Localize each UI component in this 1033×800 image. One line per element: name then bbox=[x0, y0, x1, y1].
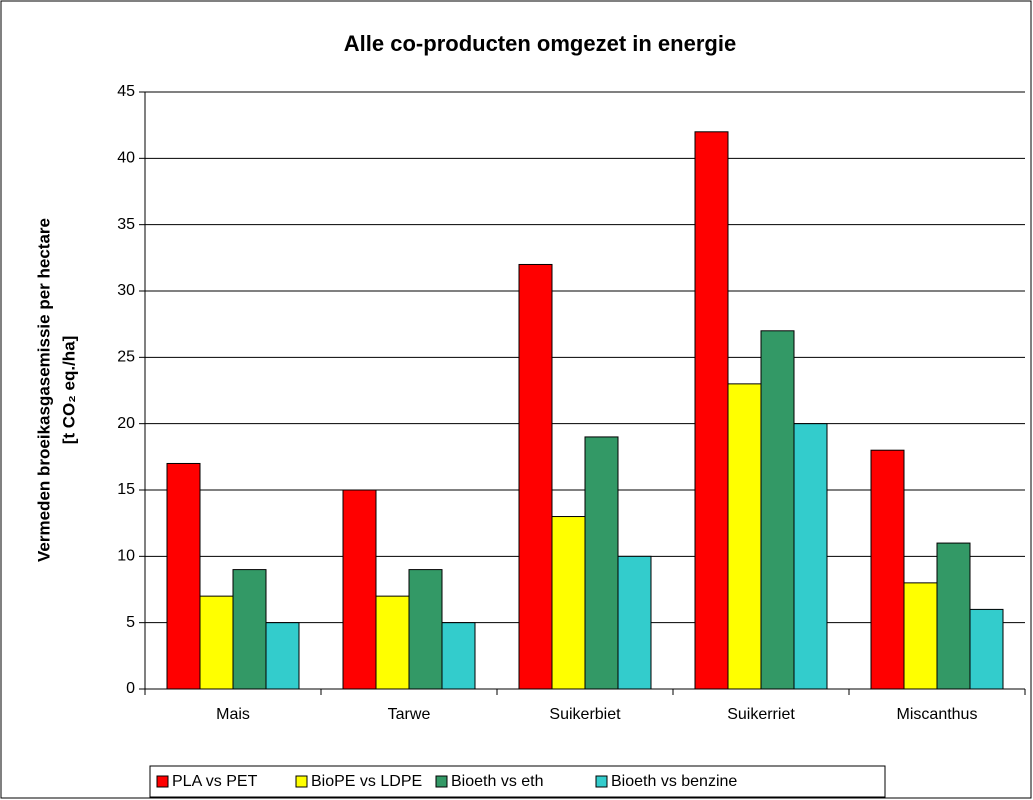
bar bbox=[166, 462, 201, 690]
bar bbox=[793, 423, 828, 690]
x-tick-label: Miscanthus bbox=[897, 706, 978, 723]
legend-label: PLA vs PET bbox=[172, 773, 258, 790]
bar bbox=[727, 383, 762, 690]
legend-swatch bbox=[435, 775, 448, 788]
bar bbox=[232, 569, 267, 690]
x-tick-label: Suikerbiet bbox=[549, 706, 621, 723]
legend-box bbox=[149, 765, 886, 798]
y-tick-label: 40 bbox=[117, 150, 135, 167]
chart-title: Alle co-producten omgezet in energie bbox=[344, 31, 736, 56]
y-tick-label: 25 bbox=[117, 349, 135, 366]
y-tick-label: 5 bbox=[126, 614, 135, 631]
y-axis-label: [t CO₂ eq./ha] bbox=[59, 336, 78, 445]
bar bbox=[694, 131, 729, 690]
bar bbox=[760, 330, 795, 690]
bar bbox=[441, 622, 476, 690]
y-tick-label: 15 bbox=[117, 481, 135, 498]
y-tick-label: 0 bbox=[126, 680, 135, 697]
x-tick-label: Tarwe bbox=[388, 706, 431, 723]
legend-swatch bbox=[295, 775, 308, 788]
bar bbox=[936, 542, 971, 690]
bar bbox=[969, 608, 1004, 690]
y-tick-label: 20 bbox=[117, 415, 135, 432]
bar bbox=[375, 595, 410, 690]
bar bbox=[617, 555, 652, 690]
bar bbox=[265, 622, 300, 690]
bar bbox=[518, 263, 553, 690]
y-tick-label: 45 bbox=[117, 83, 135, 100]
legend-label: BioPE vs LDPE bbox=[311, 773, 422, 790]
bar bbox=[870, 449, 905, 690]
y-tick-label: 35 bbox=[117, 216, 135, 233]
bar bbox=[199, 595, 234, 690]
bar bbox=[584, 436, 619, 690]
y-axis-label: Vermeden broeikasgasemissie per hectare bbox=[34, 218, 53, 562]
bar bbox=[903, 582, 938, 690]
bar bbox=[551, 516, 586, 690]
x-tick-label: Mais bbox=[216, 706, 250, 723]
y-tick-label: 30 bbox=[117, 282, 135, 299]
y-tick-label: 10 bbox=[117, 548, 135, 565]
legend-label: Bioeth vs eth bbox=[451, 773, 544, 790]
legend-label: Bioeth vs benzine bbox=[611, 773, 737, 790]
x-tick-label: Suikerriet bbox=[727, 706, 795, 723]
bar bbox=[408, 569, 443, 690]
bar bbox=[342, 489, 377, 690]
legend-swatch bbox=[156, 775, 169, 788]
legend-swatch bbox=[595, 775, 608, 788]
